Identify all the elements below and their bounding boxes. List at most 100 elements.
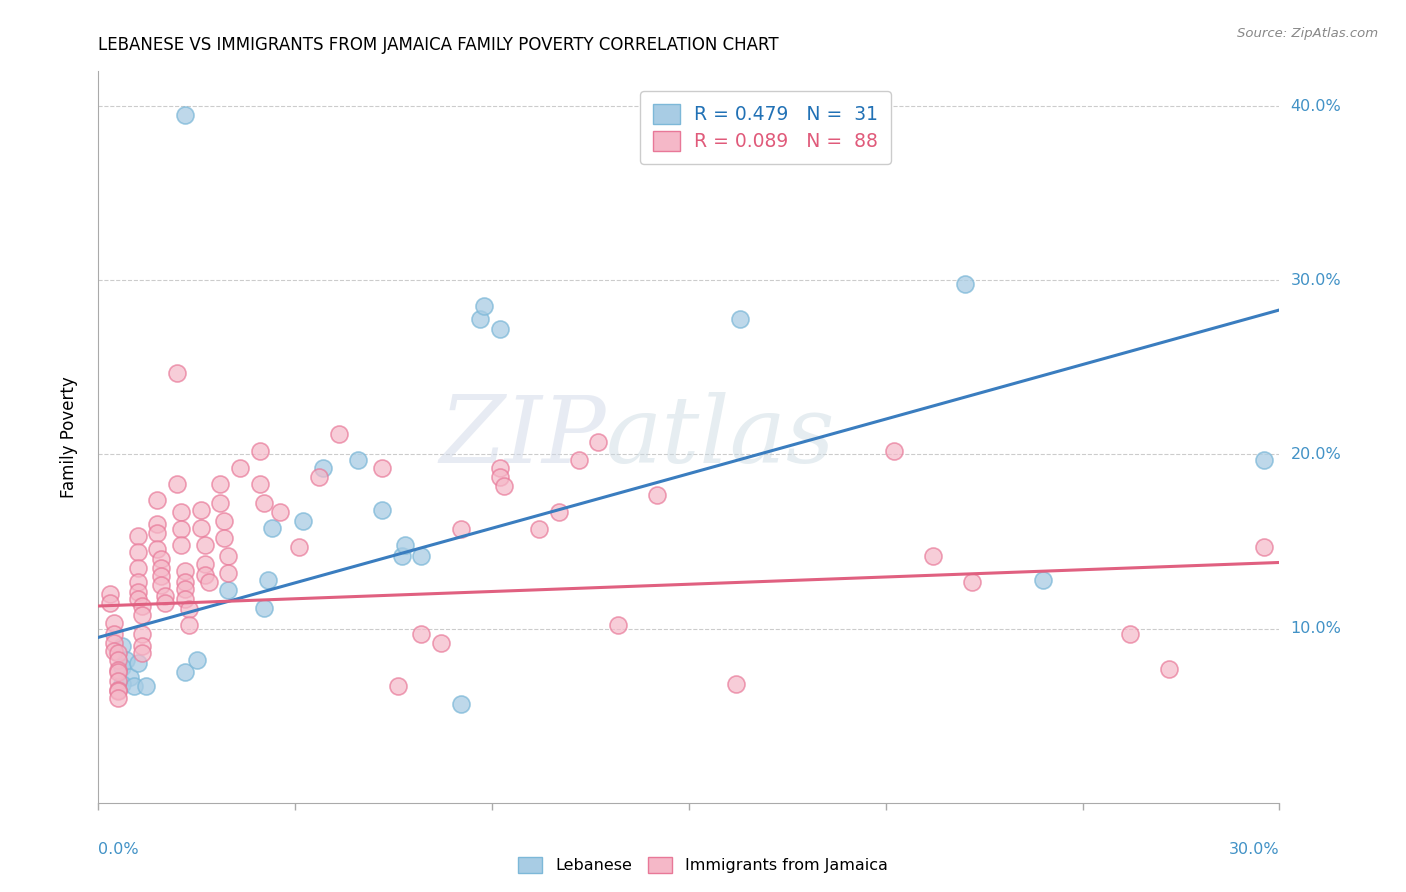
Text: 40.0%: 40.0% [1291, 99, 1341, 113]
Point [127, 585, 149, 599]
Point [883, 444, 905, 458]
Text: 10.0%: 10.0% [1291, 621, 1341, 636]
Point [150, 552, 173, 566]
Point [103, 635, 125, 649]
Point [253, 496, 276, 510]
Point [229, 461, 252, 475]
Point [103, 627, 125, 641]
Point [170, 538, 193, 552]
Point [269, 505, 291, 519]
Point [489, 470, 512, 484]
Point [470, 311, 492, 326]
Point [529, 522, 551, 536]
Point [450, 697, 472, 711]
Point [118, 670, 141, 684]
Text: 0.0%: 0.0% [98, 842, 139, 856]
Point [174, 582, 197, 596]
Point [1032, 573, 1054, 587]
Point [107, 673, 129, 688]
Point [98, 595, 121, 609]
Point [127, 574, 149, 589]
Point [568, 452, 591, 467]
Point [450, 522, 472, 536]
Point [1159, 662, 1181, 676]
Point [194, 558, 217, 572]
Point [146, 525, 169, 540]
Point [131, 627, 153, 641]
Point [150, 569, 173, 583]
Point [256, 573, 278, 587]
Point [150, 578, 173, 592]
Point [430, 635, 453, 649]
Point [111, 677, 134, 691]
Point [131, 646, 153, 660]
Point [371, 461, 394, 475]
Point [194, 538, 217, 552]
Point [103, 616, 125, 631]
Point [607, 618, 630, 632]
Point [146, 541, 169, 556]
Point [146, 492, 169, 507]
Point [107, 653, 129, 667]
Point [107, 665, 129, 680]
Point [962, 574, 984, 589]
Point [122, 679, 145, 693]
Text: Source: ZipAtlas.com: Source: ZipAtlas.com [1237, 27, 1378, 40]
Point [146, 517, 169, 532]
Point [107, 684, 129, 698]
Point [150, 560, 173, 574]
Point [107, 682, 129, 697]
Point [174, 564, 197, 578]
Point [492, 479, 515, 493]
Point [155, 589, 177, 603]
Point [194, 567, 217, 582]
Point [177, 602, 200, 616]
Point [174, 108, 197, 122]
Point [103, 644, 125, 658]
Point [190, 521, 212, 535]
Point [170, 505, 193, 519]
Point [190, 503, 212, 517]
Point [588, 435, 610, 450]
Point [127, 545, 149, 559]
Point [288, 540, 311, 554]
Point [127, 657, 149, 671]
Point [166, 477, 188, 491]
Text: LEBANESE VS IMMIGRANTS FROM JAMAICA FAMILY POVERTY CORRELATION CHART: LEBANESE VS IMMIGRANTS FROM JAMAICA FAMI… [98, 36, 779, 54]
Point [922, 549, 945, 563]
Point [214, 531, 236, 545]
Point [135, 679, 157, 693]
Point [249, 444, 271, 458]
Point [107, 664, 129, 678]
Point [170, 522, 193, 536]
Point [127, 529, 149, 543]
Point [98, 587, 121, 601]
Point [107, 646, 129, 660]
Point [371, 503, 394, 517]
Point [647, 487, 669, 501]
Point [292, 514, 315, 528]
Point [155, 595, 177, 609]
Point [489, 322, 512, 336]
Text: 20.0%: 20.0% [1291, 447, 1341, 462]
Point [131, 599, 153, 613]
Point [111, 660, 134, 674]
Point [197, 574, 219, 589]
Point [115, 653, 138, 667]
Point [1253, 540, 1275, 554]
Text: atlas: atlas [606, 392, 835, 482]
Point [186, 653, 208, 667]
Point [725, 677, 748, 691]
Point [174, 574, 197, 589]
Point [174, 592, 197, 607]
Point [217, 566, 239, 580]
Point [253, 600, 276, 615]
Point [131, 607, 153, 622]
Point [953, 277, 976, 291]
Point [131, 639, 153, 653]
Point [177, 618, 200, 632]
Point [127, 560, 149, 574]
Point [107, 691, 129, 706]
Point [394, 538, 416, 552]
Point [217, 549, 239, 563]
